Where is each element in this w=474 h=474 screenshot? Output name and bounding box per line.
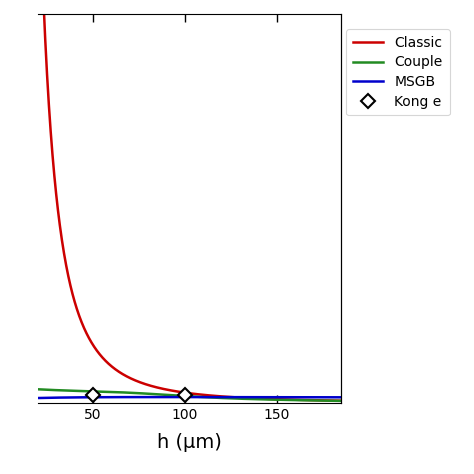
MSGB bbox=[66, 395, 72, 401]
Line: MSGB: MSGB bbox=[38, 397, 341, 398]
Couple bbox=[66, 388, 72, 393]
Couple bbox=[272, 397, 277, 402]
Classic bbox=[272, 396, 277, 402]
Couple bbox=[35, 386, 41, 392]
Kong e bbox=[182, 392, 188, 398]
Couple bbox=[169, 392, 174, 398]
Kong e bbox=[90, 392, 96, 398]
MSGB bbox=[158, 394, 164, 400]
Legend: Classic, Couple, MSGB, Kong e: Classic, Couple, MSGB, Kong e bbox=[346, 29, 450, 116]
MSGB bbox=[277, 394, 283, 400]
MSGB bbox=[35, 395, 41, 401]
Line: Couple: Couple bbox=[38, 389, 341, 401]
Classic bbox=[277, 396, 283, 402]
MSGB bbox=[272, 394, 278, 400]
Classic bbox=[169, 388, 174, 393]
X-axis label: h (μm): h (μm) bbox=[157, 433, 222, 452]
MSGB bbox=[338, 394, 344, 400]
Line: Kong e: Kong e bbox=[88, 390, 190, 400]
Line: Classic: Classic bbox=[38, 0, 341, 401]
Couple bbox=[158, 392, 164, 397]
MSGB bbox=[169, 394, 175, 400]
Classic bbox=[66, 276, 72, 282]
MSGB bbox=[244, 394, 249, 400]
MSGB bbox=[158, 394, 164, 400]
Couple bbox=[338, 398, 344, 404]
Classic bbox=[158, 385, 164, 391]
Couple bbox=[243, 396, 249, 402]
Couple bbox=[277, 397, 283, 402]
Classic bbox=[243, 395, 249, 401]
Classic bbox=[338, 398, 344, 403]
